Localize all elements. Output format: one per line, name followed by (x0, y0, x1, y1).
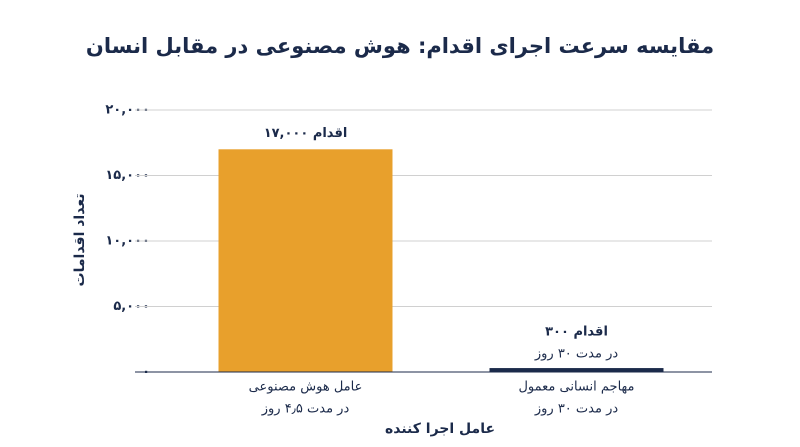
annotation: در مدت ۳۰ روز (534, 347, 619, 362)
bar (489, 368, 664, 372)
y-tick-label: ۲۰,۰۰۰ (105, 103, 150, 118)
x-tick-label: مهاجم انسانی معمول (518, 380, 634, 395)
y-tick-label: ۱۰,۰۰۰ (105, 234, 150, 249)
chart-title: مقایسه سرعت اجرای اقدام: هوش مصنوعی در م… (86, 34, 714, 58)
x-tick-label: عامل هوش مصنوعی (249, 380, 363, 395)
x-tick-note: در مدت ۴٫۵ روز (261, 402, 350, 417)
x-tick-note: در مدت ۳۰ روز (534, 402, 619, 417)
bar (218, 149, 393, 372)
x-axis-title: عامل اجرا کننده (385, 421, 495, 437)
y-tick-label: ۵,۰۰۰ (113, 299, 150, 314)
y-axis-title: تعداد اقدامات (72, 194, 88, 287)
y-tick-label: ۱۵,۰۰۰ (105, 168, 150, 183)
value-label: ۳۰۰ اقدام (545, 325, 608, 340)
value-label: ۱۷,۰۰۰ اقدام (264, 126, 348, 141)
